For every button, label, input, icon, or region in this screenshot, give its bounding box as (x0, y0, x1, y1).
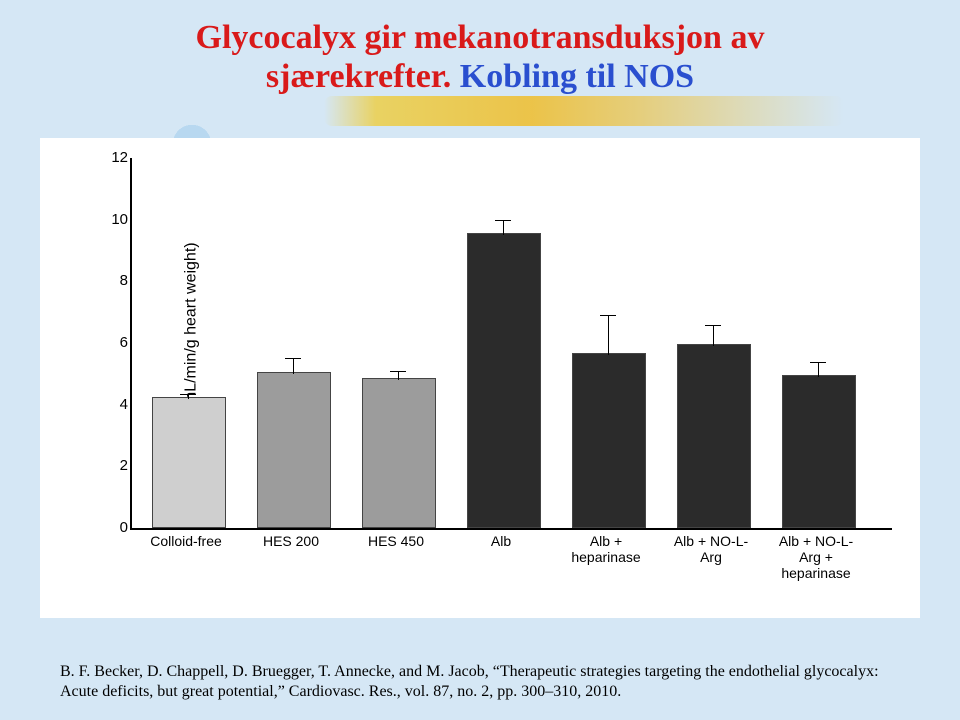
title-highlight-brush (324, 96, 844, 126)
error-bar-cap (810, 362, 826, 363)
slide: Glycocalyx gir mekanotransduksjon av sjæ… (0, 0, 960, 720)
x-tick-label: HES 200 (245, 533, 337, 549)
x-tick-label: Alb + NO-L-Arg (665, 533, 757, 565)
bar (152, 397, 226, 529)
bar (572, 353, 646, 528)
error-bar-cap (495, 220, 511, 221)
bar (362, 378, 436, 528)
y-tick-label: 8 (110, 272, 128, 289)
title-line-2-blue: Kobling til NOS (460, 58, 694, 95)
error-bar-line (293, 358, 294, 373)
error-bar-line (503, 220, 504, 235)
title-line-2-red: sjærekrefter. (266, 58, 451, 95)
x-tick-label: Alb +heparinase (560, 533, 652, 565)
bar (782, 375, 856, 528)
bar (467, 233, 541, 528)
chart-plot-area (130, 158, 892, 530)
error-bar-cap (705, 325, 721, 326)
y-tick-label: 12 (110, 149, 128, 166)
error-bar-cap (600, 315, 616, 316)
y-tick-label: 6 (110, 334, 128, 351)
error-bar-line (398, 371, 399, 380)
y-tick-label: 0 (110, 519, 128, 536)
x-tick-label: Alb + NO-L-Arg +heparinase (770, 533, 862, 581)
error-bar-cap (285, 358, 301, 359)
y-tick-label: 2 (110, 457, 128, 474)
citation-caption: B. F. Becker, D. Chappell, D. Bruegger, … (60, 662, 900, 702)
title-line-1: Glycocalyx gir mekanotransduksjon av (0, 18, 960, 57)
title-block: Glycocalyx gir mekanotransduksjon av sjæ… (0, 0, 960, 96)
bar (677, 344, 751, 528)
x-tick-label: Alb (455, 533, 547, 549)
error-bar-cap (390, 371, 406, 372)
title-line-2: sjærekrefter. Kobling til NOS (0, 57, 960, 96)
error-bar-line (608, 315, 609, 355)
y-tick-label: 10 (110, 211, 128, 228)
x-tick-label: HES 450 (350, 533, 442, 549)
error-bar-line (818, 362, 819, 377)
bar (257, 372, 331, 528)
chart-panel: Coronary flow (mL/min/g heart weight) 02… (40, 138, 920, 618)
x-tick-label: Colloid-free (140, 533, 232, 549)
error-bar-cap (180, 394, 196, 395)
y-tick-label: 4 (110, 396, 128, 413)
error-bar-line (713, 325, 714, 347)
